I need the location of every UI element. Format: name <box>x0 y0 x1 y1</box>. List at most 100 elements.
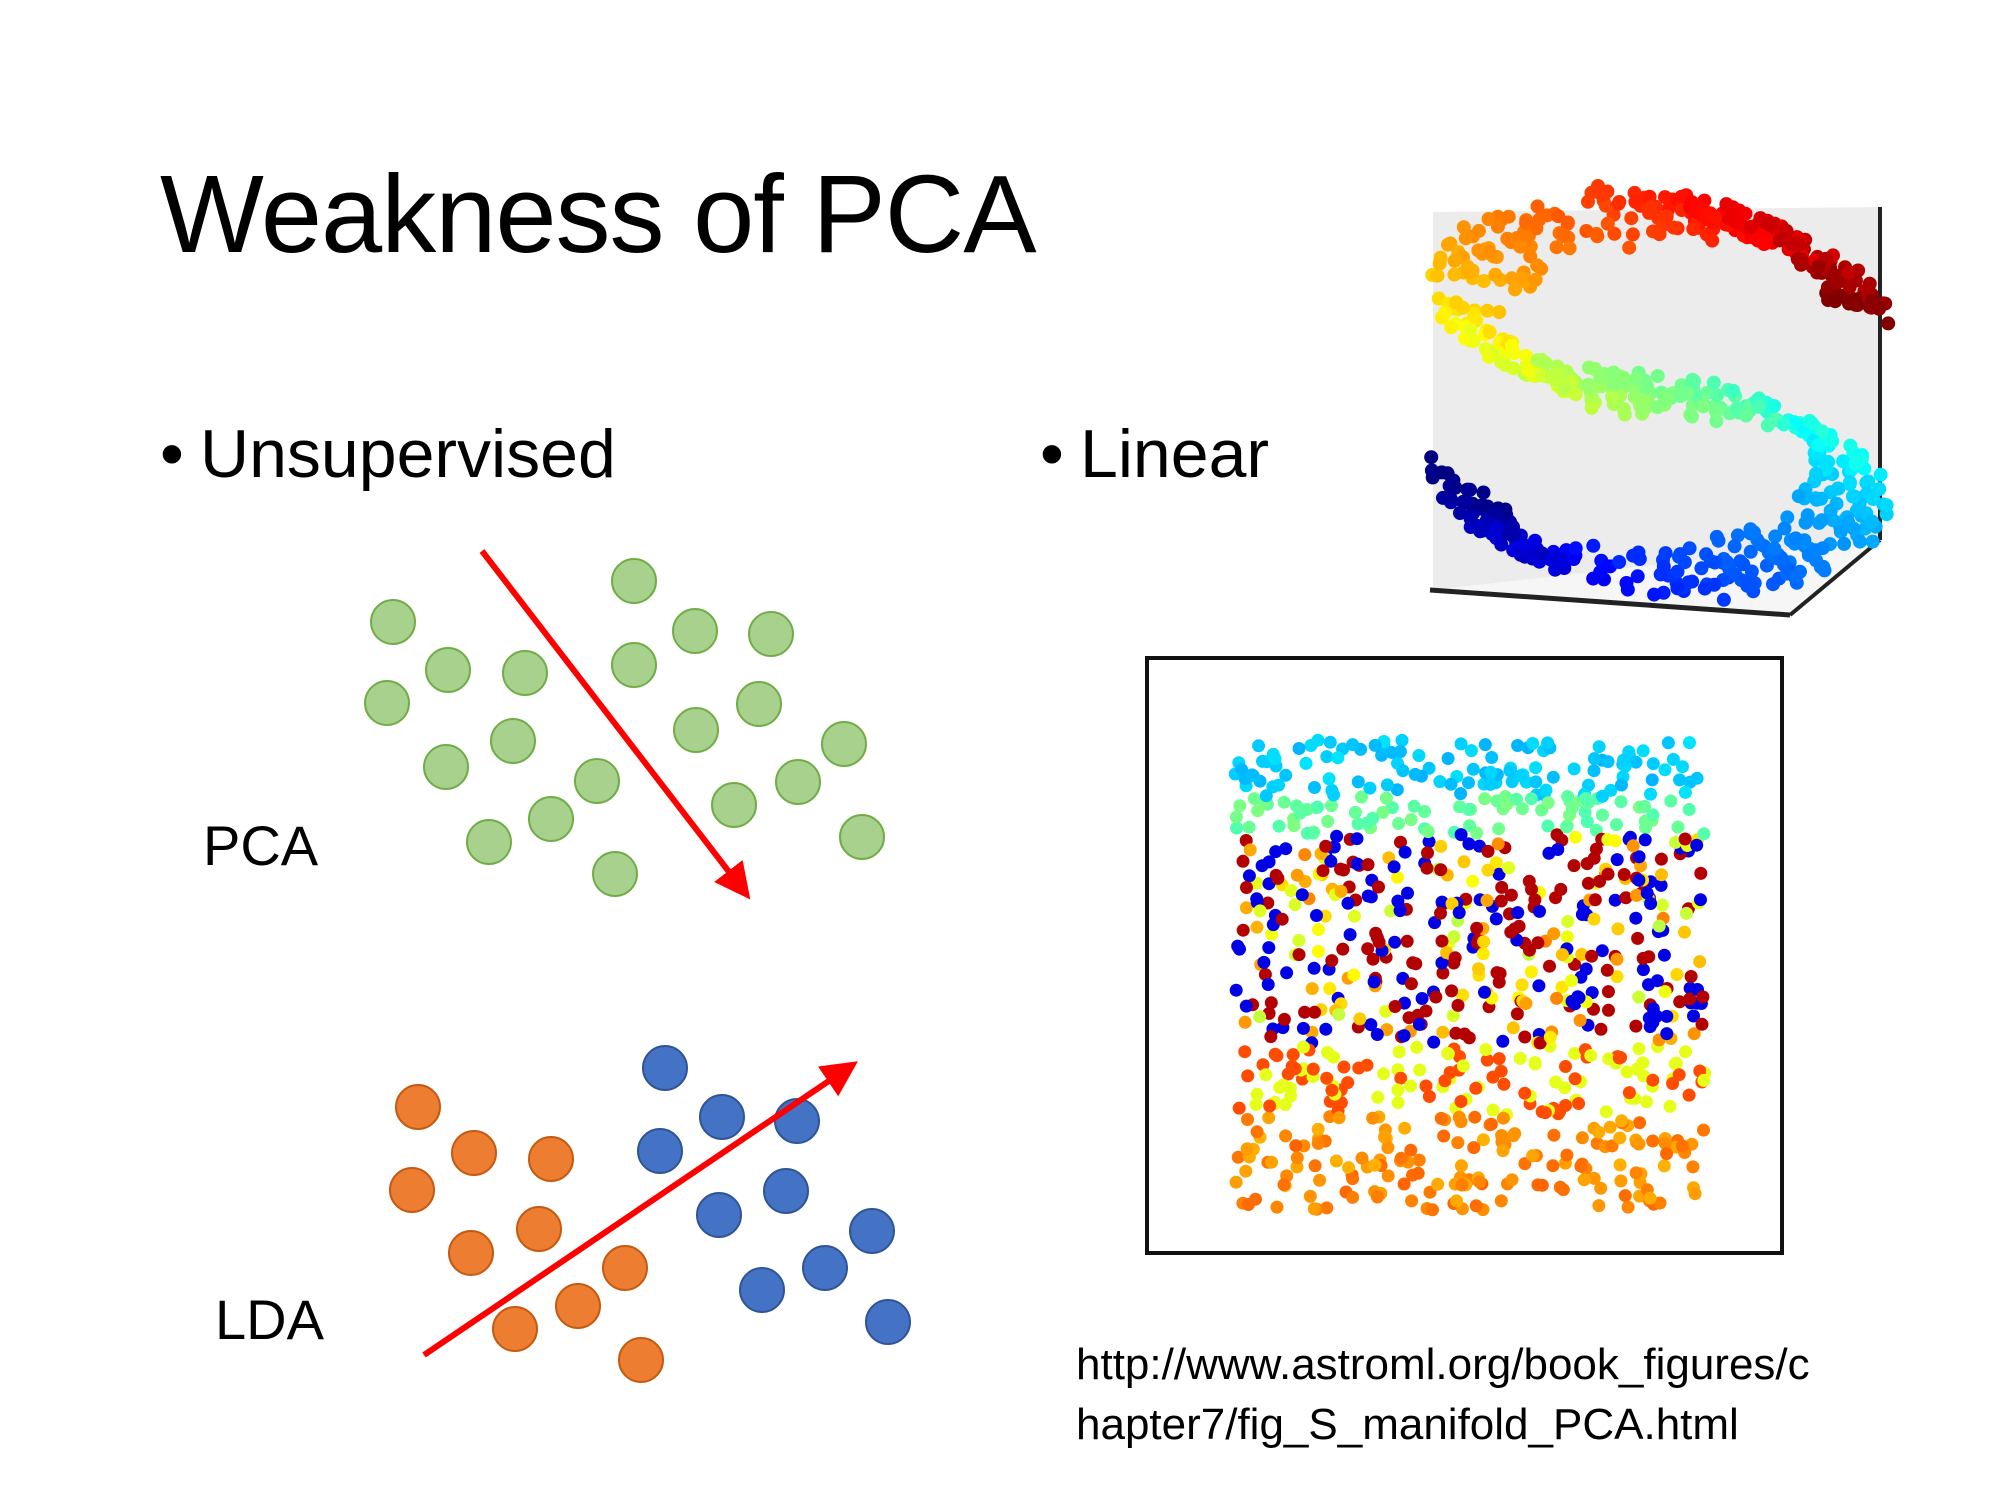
projection-point <box>1543 959 1556 973</box>
s-manifold-point <box>1723 206 1738 221</box>
s-manifold-point <box>1865 514 1880 529</box>
s-manifold-point <box>1448 480 1463 495</box>
s-manifold-point <box>1670 564 1685 579</box>
projection-point <box>1371 1190 1384 1204</box>
projection-point <box>1238 1045 1252 1059</box>
projection-point <box>1321 1045 1334 1059</box>
projection-point <box>1466 874 1480 888</box>
projection-point <box>1378 1130 1391 1144</box>
pca-label: PCA <box>203 814 319 877</box>
projection-point <box>1448 951 1462 965</box>
s-manifold-point <box>1506 361 1521 376</box>
projection-point <box>1594 1181 1608 1195</box>
s-manifold-point <box>1659 209 1674 224</box>
s-manifold-point <box>1630 569 1645 584</box>
s-manifold-point <box>1824 268 1839 283</box>
projection-point <box>1242 869 1256 883</box>
s-manifold-point <box>1777 521 1792 536</box>
lda-point-class-a <box>451 1130 497 1176</box>
pca-point <box>611 558 657 604</box>
projection-point <box>1434 863 1448 877</box>
projection-point <box>1290 1160 1304 1174</box>
bullet-symbol: • <box>160 416 184 492</box>
projection-point <box>1481 863 1495 877</box>
projection-point <box>1348 909 1361 923</box>
projection-point <box>1579 962 1593 976</box>
projection-point <box>1253 1010 1267 1024</box>
source-url[interactable]: http://www.astroml.org/book_figures/c ha… <box>1076 1335 1906 1455</box>
projection-point <box>1445 897 1459 911</box>
projection-point <box>1394 1151 1408 1165</box>
projection-point <box>1452 1110 1466 1124</box>
s-manifold-point <box>1791 237 1806 252</box>
projection-point <box>1348 805 1362 819</box>
projection-point <box>1300 826 1314 840</box>
projection-point <box>1265 1155 1279 1169</box>
projection-point <box>1426 1203 1439 1217</box>
s-manifold-point <box>1852 534 1867 549</box>
projection-point <box>1687 1009 1700 1023</box>
projection-point <box>1232 1101 1246 1115</box>
projection-point <box>1546 1159 1560 1173</box>
projection-point <box>1249 1192 1262 1206</box>
projection-point <box>1298 848 1312 862</box>
s-manifold-point <box>1463 322 1478 337</box>
s-manifold-point <box>1581 194 1595 209</box>
projection-point <box>1361 942 1375 956</box>
projection-point <box>1655 898 1669 912</box>
projection-point <box>1324 799 1338 813</box>
projection-point <box>1541 796 1555 810</box>
s-manifold-point <box>1476 485 1491 500</box>
projection-point <box>1646 808 1660 822</box>
s-manifold-point <box>1508 282 1522 297</box>
bullet-text: Linear <box>1080 416 1270 492</box>
lda-point-class-a <box>448 1230 494 1276</box>
s-manifold-point <box>1519 216 1534 231</box>
s-manifold-point <box>1699 547 1714 562</box>
projection-point <box>1671 820 1685 834</box>
projection-point <box>1549 1075 1563 1089</box>
projection-point <box>1324 854 1338 868</box>
projection-point <box>1528 893 1542 907</box>
projection-point <box>1632 990 1646 1004</box>
s-manifold-point <box>1772 233 1787 248</box>
lda-point-class-a <box>618 1337 664 1383</box>
projection-point <box>1269 845 1283 859</box>
s-manifold-point <box>1726 383 1741 398</box>
pca-point <box>490 718 536 764</box>
projection-point <box>1251 804 1265 818</box>
s-manifold-point <box>1482 325 1497 339</box>
projection-point <box>1555 980 1569 994</box>
s-manifold-point <box>1482 244 1497 259</box>
projection-point <box>1229 1175 1243 1189</box>
projection-point <box>1561 915 1575 928</box>
projection-point <box>1394 1071 1408 1085</box>
projection-point <box>1618 1189 1632 1203</box>
projection-point <box>1629 1166 1643 1180</box>
projection-point <box>1404 977 1418 991</box>
projection-point <box>1454 1095 1468 1108</box>
projection-point <box>1617 868 1631 881</box>
projection-point <box>1271 871 1285 885</box>
projection-point <box>1407 799 1421 813</box>
projection-point <box>1412 1017 1426 1031</box>
projection-point <box>1478 738 1492 752</box>
projection-point <box>1307 961 1321 975</box>
projection-point <box>1495 1129 1509 1142</box>
projection-point <box>1519 997 1533 1010</box>
projection-point <box>1243 843 1257 857</box>
projection-point <box>1404 1143 1418 1157</box>
bullet-unsupervised: • Unsupervised <box>160 420 616 488</box>
s-manifold-point <box>1556 550 1571 565</box>
projection-point <box>1478 985 1491 999</box>
s-manifold-point <box>1764 216 1779 231</box>
projection-point <box>1614 1174 1628 1188</box>
pca-point <box>364 680 410 726</box>
pca-point <box>423 744 469 790</box>
s-manifold-point <box>1506 519 1520 534</box>
projection-point <box>1366 1111 1380 1125</box>
pca-point <box>821 721 867 767</box>
projection-point <box>1524 965 1538 979</box>
s-manifold-point <box>1716 592 1731 607</box>
